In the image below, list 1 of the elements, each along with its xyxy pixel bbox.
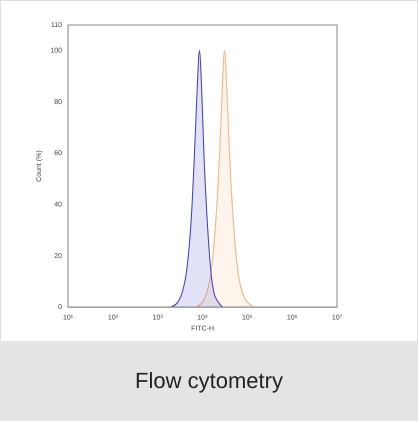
text: Flow cytometry bbox=[0, 341, 418, 421]
